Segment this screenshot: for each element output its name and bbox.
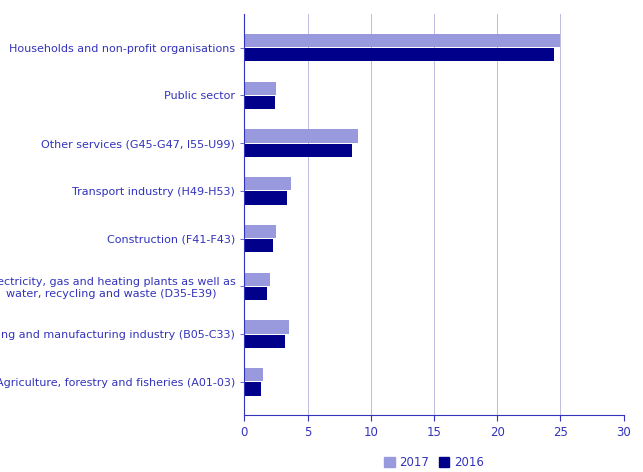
Bar [244,335,285,348]
Bar [244,143,352,157]
Bar [244,82,276,95]
Legend: 2017, 2016: 2017, 2016 [379,451,489,472]
Bar [244,320,289,334]
Bar [244,177,291,190]
Bar [244,287,267,300]
Bar [244,382,261,396]
Bar [244,96,275,109]
Bar [244,48,554,61]
Bar [244,225,276,238]
Bar [244,129,358,143]
Bar [244,239,273,253]
Bar [244,368,264,381]
Bar [244,34,561,47]
Bar [244,191,287,205]
Bar [244,272,269,286]
